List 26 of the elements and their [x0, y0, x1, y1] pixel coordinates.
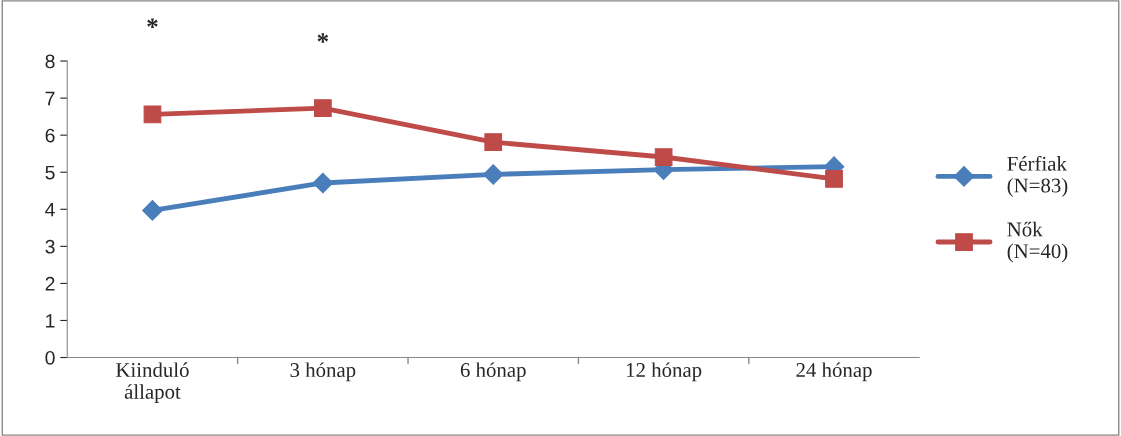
- x-tick-label: Kiinduló állapot: [116, 362, 189, 404]
- legend-label: Férfiak (N=83): [1007, 155, 1068, 197]
- y-tick-label: 0: [45, 350, 55, 365]
- y-tick-label: 3: [45, 239, 55, 254]
- y-tick-label: 4: [45, 202, 55, 217]
- point: [142, 200, 163, 221]
- y-tick-label: 7: [45, 91, 55, 106]
- y-tick-label: 5: [45, 165, 55, 180]
- y-tick-label: 8: [45, 54, 55, 69]
- legend-label: Nők (N=40): [1007, 221, 1068, 263]
- x-tick-label: 6 hónap: [460, 362, 526, 382]
- point: [654, 148, 673, 166]
- point: [314, 99, 332, 117]
- x-tick-label: 3 hónap: [290, 362, 356, 382]
- point: [484, 133, 503, 152]
- y-tick-label: 2: [45, 276, 55, 291]
- x-tick-label: 12 hónap: [626, 362, 702, 382]
- point: [482, 164, 504, 185]
- text: *: [317, 33, 329, 43]
- point: [825, 170, 843, 188]
- y-tick-label: 6: [45, 128, 55, 143]
- point: [143, 105, 162, 124]
- x-tick-label: 24 hónap: [796, 362, 872, 382]
- y-tick-label: 1: [46, 314, 55, 328]
- text: *: [147, 18, 158, 28]
- point: [312, 172, 334, 194]
